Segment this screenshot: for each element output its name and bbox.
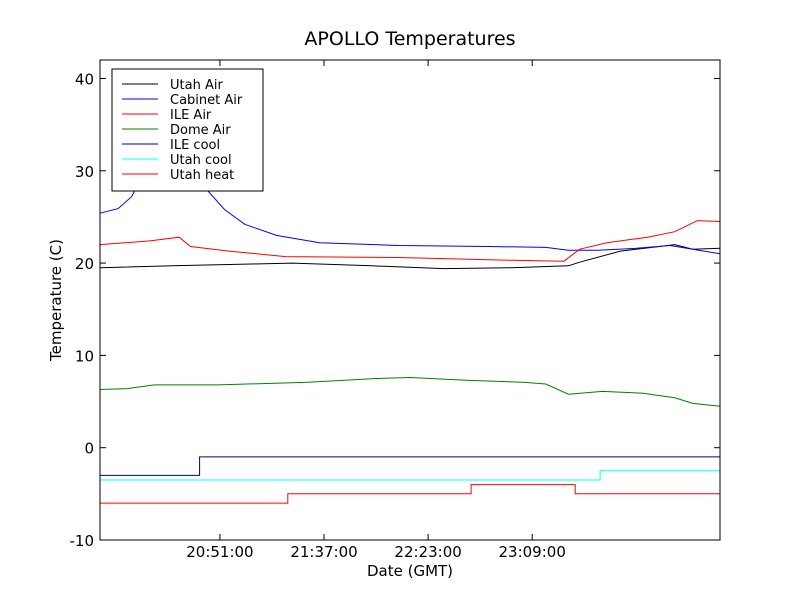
x-axis-label: Date (GMT)	[367, 562, 453, 580]
legend-label: Utah Air	[170, 78, 223, 93]
legend-label: Utah cool	[170, 153, 232, 168]
y-tick-label: 30	[75, 163, 94, 181]
legend-label: Utah heat	[170, 168, 234, 183]
series-line-ile-air	[99, 220, 721, 262]
x-tick-label: 20:51:00	[186, 543, 253, 561]
axis-ticks: -10 0 10 20 30 40 20:51:00 21:37:00 22:23:00 23:0…	[70, 60, 720, 561]
series-line-utah-cool	[100, 470, 720, 481]
y-tick-label: 0	[84, 440, 94, 458]
x-tick-label: 22:23:00	[394, 543, 461, 561]
legend-label: ILE Air	[170, 108, 212, 123]
series-line-utah-air	[99, 244, 721, 270]
chart-title: APOLLO Temperatures	[304, 28, 515, 50]
series-line-dome-air	[99, 376, 721, 407]
legend-label: ILE cool	[170, 138, 220, 153]
y-axis-label: Temperature (C)	[47, 239, 65, 362]
plot-frame	[99, 59, 721, 541]
legend-box	[111, 68, 264, 192]
series-line-ile-cool	[100, 456, 720, 476]
legend-label: Cabinet Air	[170, 93, 243, 108]
y-tick-label: -10	[70, 532, 95, 550]
x-tick-label: 23:09:00	[499, 543, 566, 561]
legend-label: Dome Air	[170, 123, 231, 138]
y-tick-label: 20	[75, 255, 94, 273]
y-tick-label: 40	[75, 70, 94, 88]
y-tick-label: 10	[75, 347, 94, 365]
x-tick-label: 21:37:00	[290, 543, 357, 561]
series-line-utah-heat	[100, 484, 720, 504]
